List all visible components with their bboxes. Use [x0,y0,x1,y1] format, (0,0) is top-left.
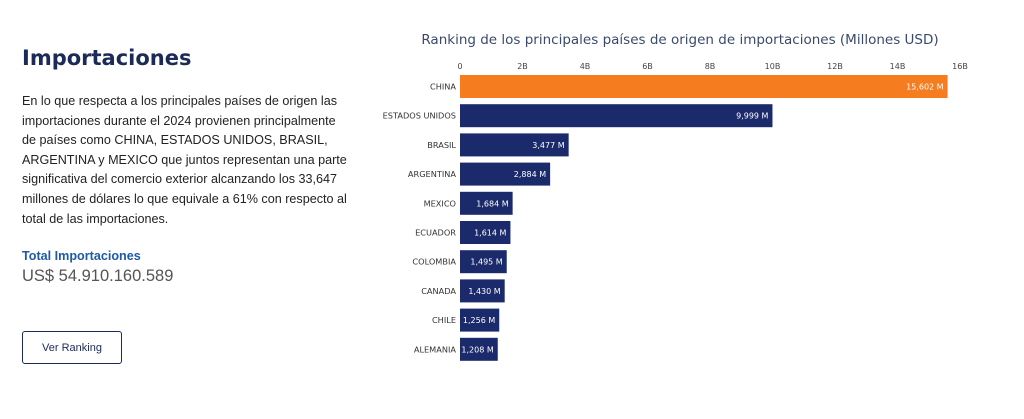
category-label: COLOMBIA [412,257,456,267]
data-label: 3,477 M [532,141,564,150]
x-tick-label: 8B [705,62,716,71]
bar-brasil [460,133,569,157]
x-tick-label: 2B [517,62,528,71]
bar-argentina [460,162,551,186]
x-tick-label: 6B [642,62,653,71]
category-label: CHINA [430,82,456,92]
category-label: CANADA [421,286,456,296]
x-tick-label: 14B [890,62,906,71]
bar-alemania [460,337,498,361]
data-label: 1,430 M [468,287,500,296]
category-label: ECUADOR [415,228,456,238]
x-tick-label: 12B [827,62,843,71]
category-label: ARGENTINA [408,169,456,179]
description-paragraph: En lo que respecta a los principales paí… [22,94,347,226]
bar-china [460,75,948,98]
bar-ecuador [460,221,511,244]
data-label: 1,208 M [461,345,493,354]
category-label: MEXICO [424,198,456,208]
bar-mexico [460,191,513,215]
category-label: CHILE [432,315,456,325]
bar-chile [460,308,500,332]
data-label: 2,884 M [514,170,546,179]
x-tick-label: 4B [580,62,591,71]
category-label: ALEMANIA [414,344,457,354]
category-label: ESTADOS UNIDOS [383,111,456,121]
data-label: 15,602 M [906,83,944,92]
total-imports-label: Total Importaciones [22,249,141,264]
bar-colombia [460,250,507,274]
x-tick-label: 16B [952,62,968,71]
chart-svg: 0 2B 4B 6B 8B 10B 12B 14B 16B CHINA 15,602 M ESTADO… [383,62,968,361]
bar-estados-unidos [460,104,773,128]
category-label: BRASIL [427,140,456,150]
section-title: Importaciones [22,46,192,70]
ranking-chart: Ranking de los principales países de ori… [360,28,1000,368]
x-tick-label: 0 [457,62,462,71]
data-label: 1,684 M [476,199,508,208]
data-label: 1,256 M [463,316,495,325]
chart-title: Ranking de los principales países de ori… [421,32,939,48]
x-tick-label: 10B [765,62,781,71]
bar-canada [460,279,505,303]
total-imports-value: US$ 54.910.160.589 [22,267,174,286]
ver-ranking-button[interactable]: Ver Ranking [22,331,122,364]
info-panel: Importaciones En lo que respecta a los p… [22,40,352,286]
data-label: 1,495 M [470,258,502,267]
data-label: 9,999 M [736,112,768,121]
data-label: 1,614 M [474,229,506,238]
